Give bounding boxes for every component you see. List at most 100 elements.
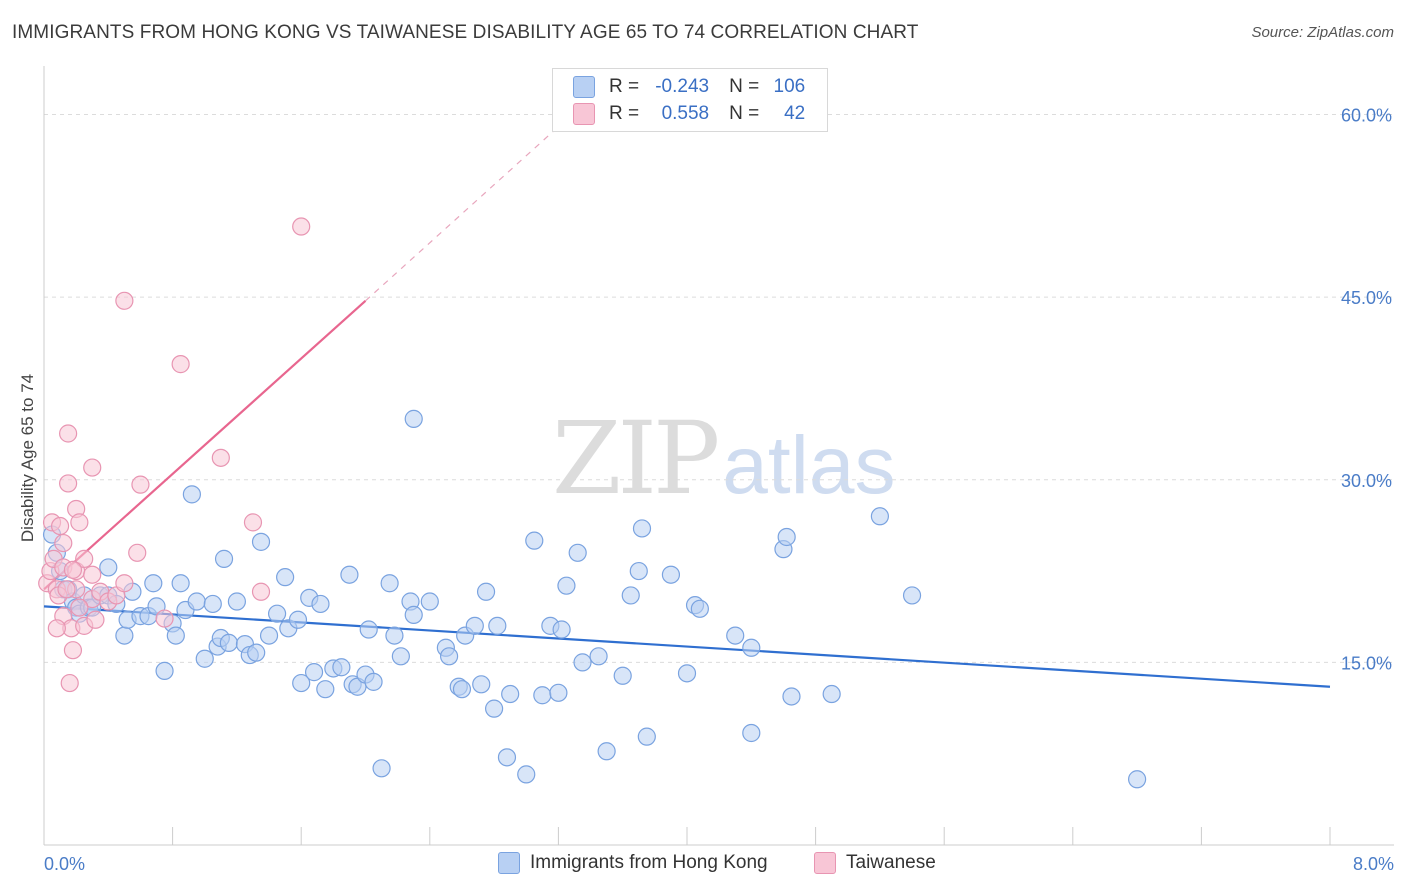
data-point-hong-kong xyxy=(637,727,656,746)
trend-lines xyxy=(43,126,1331,688)
data-point-taiwanese xyxy=(128,543,147,562)
data-point-hong-kong xyxy=(372,759,391,778)
legend-swatch-pink xyxy=(814,852,836,874)
data-point-hong-kong xyxy=(488,616,507,635)
data-point-hong-kong xyxy=(259,626,279,645)
data-point-hong-kong xyxy=(404,605,423,625)
data-point-hong-kong xyxy=(742,638,761,657)
data-point-hong-kong xyxy=(364,672,383,691)
data-point-taiwanese xyxy=(60,673,79,693)
data-point-hong-kong xyxy=(902,586,922,605)
data-point-hong-kong xyxy=(219,633,238,653)
data-point-hong-kong xyxy=(533,686,552,705)
data-point-hong-kong xyxy=(782,687,801,706)
data-point-taiwanese xyxy=(83,458,102,477)
data-point-hong-kong xyxy=(182,485,201,504)
watermark-zip: ZIP xyxy=(552,400,720,517)
data-point-hong-kong xyxy=(292,673,311,693)
data-point-taiwanese xyxy=(54,533,73,553)
data-point-hong-kong xyxy=(870,507,890,526)
data-point-taiwanese xyxy=(251,582,271,601)
data-point-hong-kong xyxy=(1127,770,1147,789)
legend-swatch-pink xyxy=(573,103,595,125)
data-point-hong-kong xyxy=(497,748,517,767)
y-axis-label: Disability Age 65 to 74 xyxy=(18,373,37,543)
data-point-hong-kong xyxy=(316,680,335,699)
data-point-taiwanese xyxy=(83,565,102,584)
trend-line-taiwanese xyxy=(43,299,367,591)
data-point-hong-kong xyxy=(276,568,295,587)
legend-n-label: N = xyxy=(729,76,760,97)
trend-line-taiwanese-extension xyxy=(365,126,559,302)
data-point-taiwanese xyxy=(70,598,89,617)
legend-r-value: -0.243 xyxy=(655,76,710,97)
data-point-hong-kong xyxy=(247,643,266,662)
legend-n-label: N = xyxy=(729,103,760,124)
correlation-legend: R = -0.243 N = 106 R = 0.558 N = 42 xyxy=(552,68,828,132)
data-point-taiwanese xyxy=(292,217,311,236)
data-point-hong-kong xyxy=(472,675,491,694)
data-point-hong-kong xyxy=(144,574,163,593)
data-point-hong-kong xyxy=(597,742,616,761)
data-point-hong-kong xyxy=(187,592,206,611)
legend-row-taiwanese: R = 0.558 N = 42 xyxy=(573,102,805,126)
data-point-taiwanese xyxy=(211,448,230,467)
data-point-hong-kong xyxy=(340,565,359,584)
data-point-hong-kong xyxy=(589,647,608,666)
data-point-hong-kong xyxy=(742,723,761,743)
x-tick-label: 8.0% xyxy=(1353,854,1394,874)
data-point-hong-kong xyxy=(166,626,185,645)
data-point-hong-kong xyxy=(557,576,576,595)
data-point-hong-kong xyxy=(661,565,681,584)
data-point-hong-kong xyxy=(195,649,214,668)
watermark: ZIPatlas xyxy=(552,400,896,517)
data-point-hong-kong xyxy=(203,594,222,614)
data-point-taiwanese xyxy=(47,619,66,638)
data-point-hong-kong xyxy=(573,653,592,672)
series-hong-kong-points xyxy=(42,409,1147,789)
data-point-taiwanese xyxy=(59,424,78,443)
data-point-taiwanese xyxy=(155,609,174,628)
legend-item-taiwanese: Taiwanese xyxy=(814,852,936,874)
y-tick-label: 30.0% xyxy=(1341,471,1392,491)
legend-n-value: 42 xyxy=(784,103,806,124)
data-point-taiwanese xyxy=(57,580,76,599)
data-point-taiwanese xyxy=(243,513,263,532)
data-point-hong-kong xyxy=(568,543,587,562)
legend-label: Immigrants from Hong Kong xyxy=(530,852,768,873)
data-point-taiwanese xyxy=(86,610,105,629)
data-point-hong-kong xyxy=(380,574,399,593)
y-tick-label: 45.0% xyxy=(1341,288,1392,308)
data-point-taiwanese xyxy=(75,549,94,568)
data-point-hong-kong xyxy=(385,626,404,645)
series-taiwanese-points xyxy=(38,217,311,693)
data-point-taiwanese xyxy=(171,355,190,374)
data-point-taiwanese xyxy=(115,291,134,310)
data-point-hong-kong xyxy=(677,664,697,683)
data-point-hong-kong xyxy=(214,549,234,568)
chart-title: IMMIGRANTS FROM HONG KONG VS TAIWANESE D… xyxy=(12,22,919,43)
legend-label: Taiwanese xyxy=(846,852,936,873)
data-point-hong-kong xyxy=(311,594,330,614)
data-point-hong-kong xyxy=(288,610,308,629)
data-point-hong-kong xyxy=(391,647,410,666)
legend-r-value: 0.558 xyxy=(661,103,710,124)
data-point-hong-kong xyxy=(452,680,472,699)
y-tick-label: 15.0% xyxy=(1341,653,1392,673)
data-point-hong-kong xyxy=(332,658,351,677)
data-point-hong-kong xyxy=(476,582,496,601)
legend-r-label: R = xyxy=(609,103,640,124)
data-point-hong-kong xyxy=(304,663,324,682)
data-point-taiwanese xyxy=(50,516,70,536)
data-point-hong-kong xyxy=(420,592,439,611)
series-legend: Immigrants from Hong Kong Taiwanese xyxy=(0,852,1406,878)
data-point-hong-kong xyxy=(465,616,484,635)
tick-labels: 15.0% 30.0% 45.0% 60.0% 0.0% 8.0% xyxy=(44,106,1394,874)
data-point-hong-kong xyxy=(501,684,520,704)
data-point-taiwanese xyxy=(63,560,83,579)
source-label: Source: ZipAtlas.com xyxy=(1251,24,1394,41)
legend-row-hong-kong: R = -0.243 N = 106 xyxy=(573,75,805,99)
data-point-hong-kong xyxy=(632,519,652,538)
data-point-taiwanese xyxy=(115,574,134,593)
